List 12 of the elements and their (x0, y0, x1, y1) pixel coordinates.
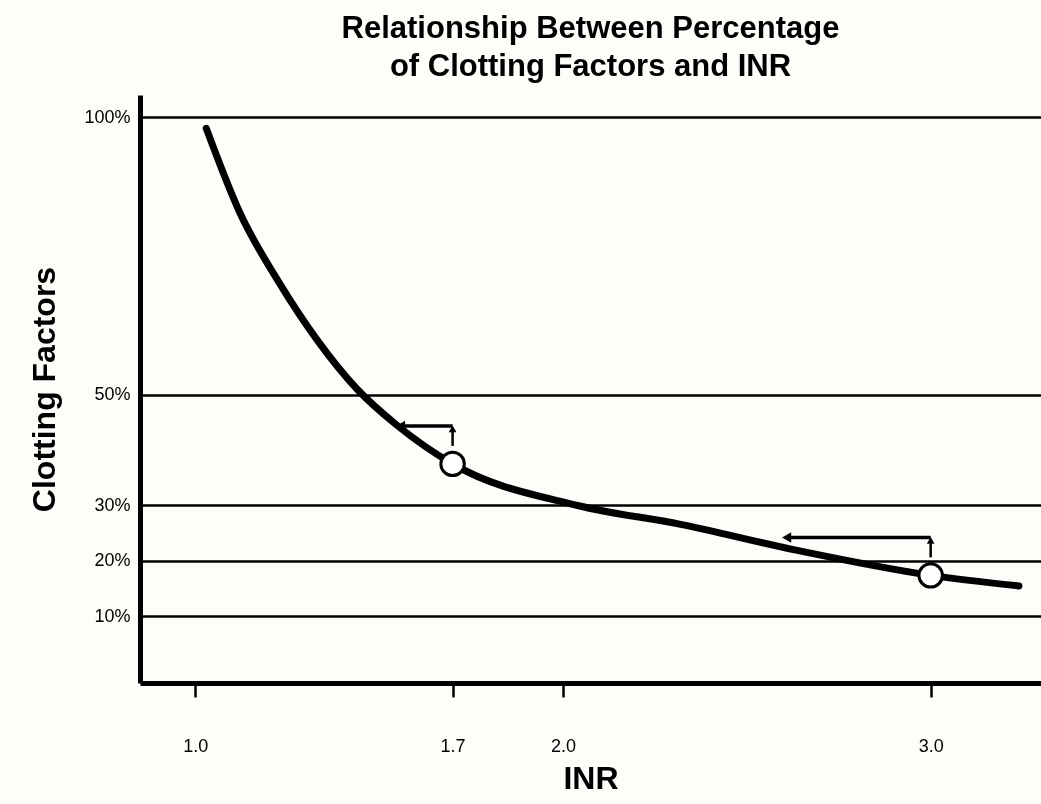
y-tick-label: 20% (94, 550, 131, 571)
chart-title: Relationship Between Percentage of Clotting Factors and INR (341, 10, 840, 83)
y-axis-title: Clotting Factors (26, 266, 63, 513)
y-tick-label: 10% (94, 605, 131, 626)
x-tick-label: 2.0 (550, 735, 576, 756)
x-axis-title: INR (563, 759, 619, 796)
x-tick-label: 1.7 (440, 735, 466, 756)
x-tick-label: 1.0 (183, 735, 209, 756)
y-tick-label: 30% (94, 494, 131, 515)
y-tick-label: 50% (94, 384, 131, 405)
x-tick-label: 3.0 (918, 735, 944, 756)
y-tick-label: 100% (84, 106, 131, 127)
